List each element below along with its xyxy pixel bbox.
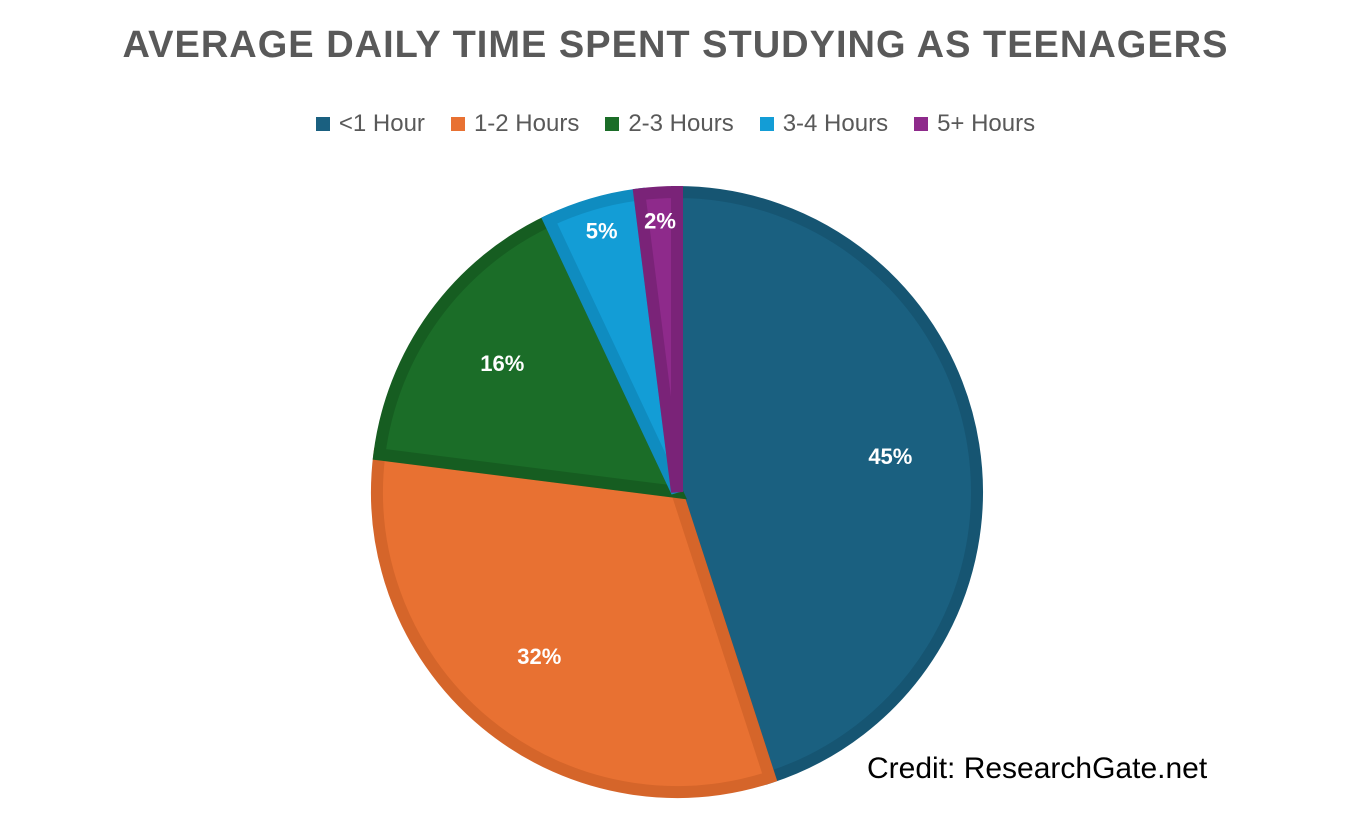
slice-label: 5% <box>586 219 618 244</box>
legend-item: 5+ Hours <box>914 110 1035 138</box>
slice-label: 32% <box>517 644 561 669</box>
legend-item: <1 Hour <box>315 110 425 138</box>
legend-swatch <box>450 117 465 131</box>
legend-label: <1 Hour <box>338 110 425 137</box>
pie-slice <box>671 185 983 785</box>
chart-legend: <1 Hour 1-2 Hours 2-3 Hours 3-4 Hours 5+ Hou… <box>0 110 1351 138</box>
pie-slice <box>632 185 683 493</box>
pie-slice <box>372 212 688 500</box>
legend-label: 1-2 Hours <box>473 110 580 137</box>
legend-swatch <box>759 117 774 131</box>
legend-label: 5+ Hours <box>937 110 1036 137</box>
legend-label: 2-3 Hours <box>628 110 734 137</box>
slice-label: 45% <box>868 444 912 469</box>
legend-item: 2-3 Hours <box>605 110 734 138</box>
slice-label: 16% <box>480 351 524 376</box>
legend-swatch <box>914 117 929 131</box>
legend-swatch <box>315 117 330 131</box>
legend-label: 3-4 Hours <box>782 110 889 137</box>
credit-text: Credit: ResearchGate.net <box>867 752 1208 785</box>
legend-item: 3-4 Hours <box>759 110 889 138</box>
legend-swatch <box>605 117 620 131</box>
slice-label: 2% <box>644 208 676 233</box>
chart-title: AVERAGE DAILY TIME SPENT STUDYING AS TEE… <box>122 24 1229 66</box>
legend-item: 1-2 Hours <box>450 110 580 138</box>
pie-slice <box>371 447 778 798</box>
